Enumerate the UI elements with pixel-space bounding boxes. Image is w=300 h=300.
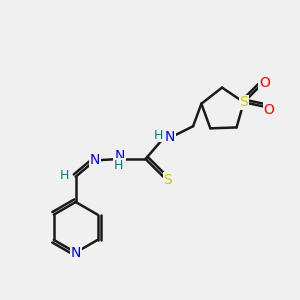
Text: O: O — [264, 103, 274, 117]
Text: N: N — [165, 130, 175, 144]
Text: S: S — [164, 173, 172, 187]
Text: O: O — [259, 76, 270, 90]
Text: H: H — [60, 169, 69, 182]
Text: H: H — [154, 129, 163, 142]
Text: N: N — [70, 245, 81, 260]
Text: N: N — [115, 149, 125, 163]
Text: S: S — [239, 95, 248, 109]
Text: H: H — [114, 159, 124, 172]
Text: N: N — [90, 153, 100, 167]
